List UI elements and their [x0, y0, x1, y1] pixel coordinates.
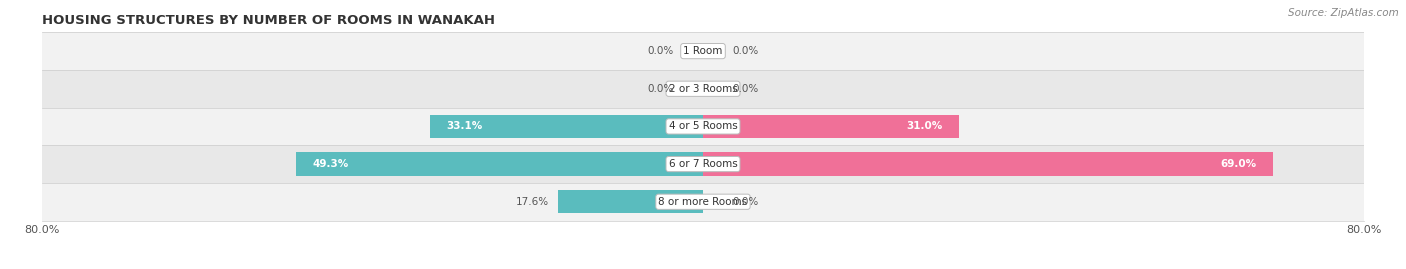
Text: 17.6%: 17.6%	[516, 197, 550, 207]
Bar	[42, 108, 1364, 145]
Bar	[703, 153, 1272, 176]
Bar	[42, 145, 1364, 183]
Text: 4 or 5 Rooms: 4 or 5 Rooms	[669, 121, 737, 132]
Text: 0.0%: 0.0%	[648, 84, 673, 94]
Text: 6 or 7 Rooms: 6 or 7 Rooms	[669, 159, 737, 169]
Text: HOUSING STRUCTURES BY NUMBER OF ROOMS IN WANAKAH: HOUSING STRUCTURES BY NUMBER OF ROOMS IN…	[42, 14, 495, 27]
Bar	[430, 115, 703, 138]
Text: 0.0%: 0.0%	[648, 46, 673, 56]
Bar	[558, 190, 703, 213]
Text: 1 Room: 1 Room	[683, 46, 723, 56]
Text: 8 or more Rooms: 8 or more Rooms	[658, 197, 748, 207]
Text: 0.0%: 0.0%	[733, 84, 758, 94]
Bar	[42, 183, 1364, 221]
Text: 33.1%: 33.1%	[446, 121, 482, 132]
Text: 69.0%: 69.0%	[1220, 159, 1257, 169]
Text: 0.0%: 0.0%	[733, 46, 758, 56]
Text: 2 or 3 Rooms: 2 or 3 Rooms	[669, 84, 737, 94]
Bar	[42, 32, 1364, 70]
Text: Source: ZipAtlas.com: Source: ZipAtlas.com	[1288, 8, 1399, 18]
Text: 49.3%: 49.3%	[312, 159, 349, 169]
Text: 0.0%: 0.0%	[733, 197, 758, 207]
Bar	[703, 115, 959, 138]
Text: 31.0%: 31.0%	[907, 121, 942, 132]
Bar	[42, 70, 1364, 108]
Bar	[295, 153, 703, 176]
